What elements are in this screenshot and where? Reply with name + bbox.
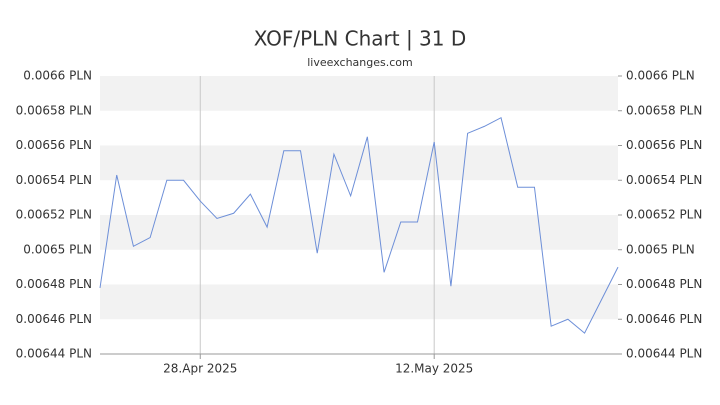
grid-band: [100, 284, 618, 320]
y2-tick-label: 0.0066 PLN: [626, 69, 695, 83]
y-tick-label: 0.00654 PLN: [16, 173, 92, 187]
y-tick-label: 0.00656 PLN: [16, 138, 92, 152]
x-tick-label: 12.May 2025: [395, 362, 473, 376]
chart-title: XOF/PLN Chart | 31 D: [254, 27, 467, 51]
grid-band: [100, 215, 618, 250]
y2-tick-label: 0.00644 PLN: [626, 347, 702, 361]
y2-tick-label: 0.00654 PLN: [626, 173, 702, 187]
grid-band: [100, 145, 618, 181]
y2-tick-label: 0.00658 PLN: [626, 103, 702, 117]
chart-subtitle: liveexchanges.com: [307, 56, 412, 69]
y2-tick-label: 0.00656 PLN: [626, 138, 702, 152]
y-tick-label: 0.00644 PLN: [16, 347, 92, 361]
y-tick-label: 0.00658 PLN: [16, 103, 92, 117]
y-tick-label: 0.00652 PLN: [16, 208, 92, 222]
y2-tick-label: 0.00648 PLN: [626, 277, 702, 291]
y2-tick-label: 0.00652 PLN: [626, 208, 702, 222]
y-tick-label: 0.00646 PLN: [16, 312, 92, 326]
y2-tick-label: 0.0065 PLN: [626, 242, 695, 256]
x-tick-label: 28.Apr 2025: [163, 362, 237, 376]
y-tick-label: 0.00648 PLN: [16, 277, 92, 291]
y2-tick-label: 0.00646 PLN: [626, 312, 702, 326]
y-tick-label: 0.0065 PLN: [23, 242, 92, 256]
y-tick-label: 0.0066 PLN: [23, 69, 92, 83]
line: [99, 116, 619, 334]
grid-band: [100, 76, 618, 111]
